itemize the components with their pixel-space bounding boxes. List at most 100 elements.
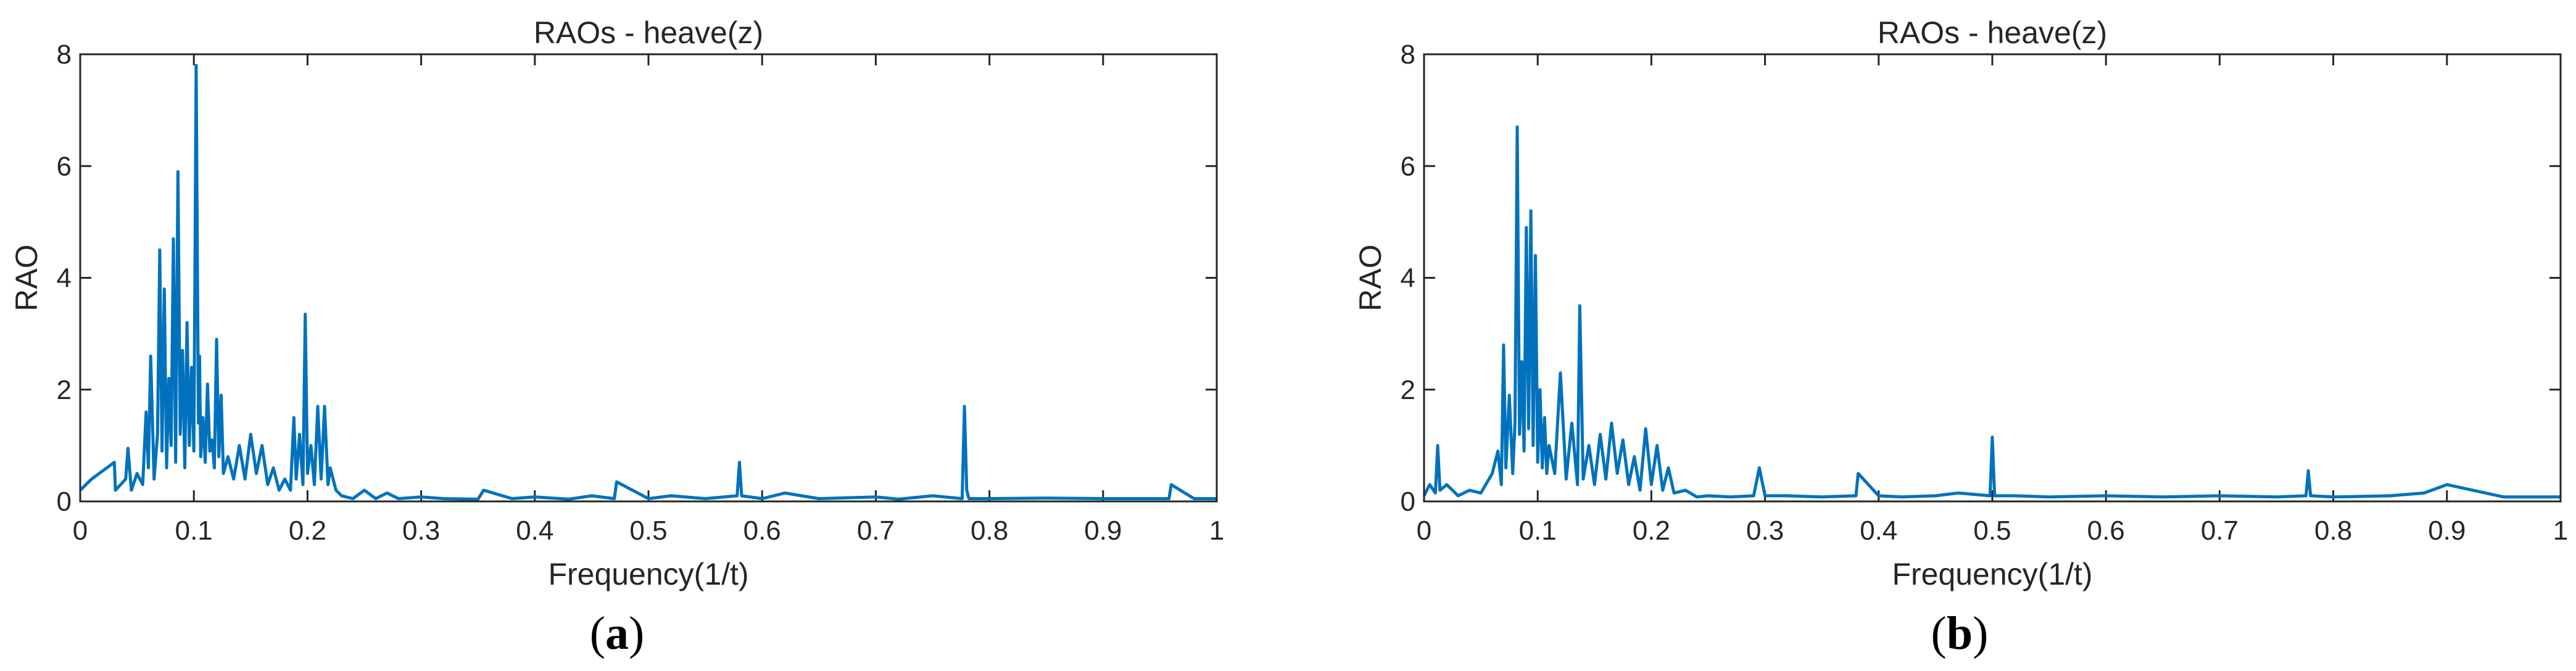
- x-tick-label: 0: [73, 516, 88, 546]
- x-tick-label: 0.5: [629, 516, 667, 546]
- data-point: [1787, 495, 1788, 496]
- y-tick-label: 2: [57, 375, 72, 405]
- y-tick-label: 4: [1401, 263, 1415, 294]
- panel-label-b: (b): [1931, 607, 1989, 659]
- data-point: [310, 445, 312, 446]
- data-point: [1878, 495, 1879, 496]
- data-point: [213, 467, 215, 469]
- x-tick-label: 0.6: [2087, 516, 2125, 546]
- data-point: [1617, 473, 1618, 474]
- chart-panel-b: RAOs - heave(z) Frequency(1/t) RAO 0 0.1 0…: [1353, 15, 2568, 659]
- data-point: [1668, 467, 1669, 469]
- data-point: [511, 498, 513, 499]
- data-point: [1821, 496, 1823, 498]
- data-point: [1628, 484, 1630, 485]
- data-point: [302, 484, 304, 485]
- x-tick-label: 0.5: [1973, 516, 2011, 546]
- y-tick-label: 6: [57, 151, 72, 181]
- data-point: [166, 467, 167, 469]
- plot-area: [80, 54, 1217, 501]
- data-point: [136, 473, 138, 474]
- data-point: [2048, 496, 2050, 498]
- data-point: [2310, 495, 2311, 496]
- axis-ticks: 0 0.1 0.2 0.3 0.4 0.5 0.6 0.7 0.8 0.9 1 0 2 4 6 8: [1401, 39, 2569, 546]
- series-line: [1422, 125, 2561, 499]
- x-axis-label: Frequency(1/t): [548, 557, 748, 591]
- x-tick-label: 0.8: [971, 516, 1008, 546]
- chart-panel-a: RAOs - heave(z) Frequency(1/t) RAO 0 0.1 0…: [9, 15, 1224, 659]
- x-tick-label: 0.8: [2314, 516, 2352, 546]
- data-point: [1539, 389, 1541, 390]
- chart-title: RAOs - heave(z): [534, 15, 763, 50]
- plot-area: [1424, 54, 2561, 501]
- data-point: [341, 495, 342, 496]
- data-point: [182, 350, 183, 351]
- data-point: [2333, 496, 2334, 498]
- y-tick-label: 4: [57, 263, 72, 294]
- data-point: [932, 495, 933, 496]
- data-point: [739, 462, 740, 463]
- data-point: [1457, 495, 1459, 496]
- data-point: [218, 456, 220, 457]
- data-point: [1901, 496, 1902, 498]
- data-point: [1159, 498, 1161, 499]
- data-point: [148, 467, 149, 469]
- data-point: [1170, 484, 1172, 485]
- data-point: [614, 498, 615, 499]
- data-point: [1505, 467, 1507, 469]
- x-tick-label: 0.9: [2428, 516, 2466, 546]
- y-axis-label: RAO: [1353, 244, 1388, 311]
- data-point: [114, 462, 115, 463]
- y-tick-label: 8: [1401, 39, 1415, 70]
- data-point: [184, 467, 185, 469]
- data-point: [648, 498, 649, 499]
- data-point: [307, 473, 308, 474]
- y-tick-label: 6: [1401, 151, 1415, 181]
- data-point: [1994, 495, 1995, 496]
- y-axis-label: RAO: [9, 244, 44, 311]
- data-point: [1492, 473, 1493, 474]
- data-point: [1611, 422, 1612, 424]
- data-point: [267, 484, 268, 485]
- data-point: [1758, 467, 1760, 469]
- data-point: [591, 495, 592, 496]
- data-point: [191, 367, 193, 368]
- data-point: [198, 422, 199, 424]
- data-point: [1600, 434, 1601, 435]
- data-point: [170, 445, 172, 446]
- data-point: [1517, 126, 1518, 128]
- x-tick-label: 0.3: [402, 516, 440, 546]
- data-point: [375, 498, 376, 499]
- x-tick-label: 1: [1209, 516, 1224, 546]
- x-tick-label: 0.7: [2201, 516, 2238, 546]
- data-point: [1594, 484, 1595, 485]
- x-tick-label: 0.4: [1860, 516, 1897, 546]
- x-tick-label: 0.1: [1519, 516, 1557, 546]
- axis-ticks: 0 0.1 0.2 0.3 0.4 0.5 0.6 0.7 0.8 0.9 1 0 2 4 6 8: [57, 39, 1225, 546]
- data-point: [1546, 473, 1547, 474]
- data-point: [898, 498, 899, 500]
- x-axis-label: Frequency(1/t): [1892, 557, 2092, 591]
- y-tick-label: 0: [57, 487, 72, 517]
- chart-title: RAOs - heave(z): [1878, 15, 2107, 50]
- x-tick-label: 0.4: [516, 516, 553, 546]
- data-point: [1501, 484, 1502, 485]
- data-point: [1512, 473, 1514, 474]
- x-tick-label: 0.3: [1746, 516, 1784, 546]
- data-point: [398, 498, 399, 499]
- data-point: [534, 496, 536, 498]
- data-point: [2276, 496, 2277, 498]
- data-point: [1193, 498, 1195, 499]
- x-tick-label: 0.2: [1633, 516, 1670, 546]
- data-point: [761, 498, 763, 499]
- x-tick-label: 0.7: [857, 516, 895, 546]
- data-point: [705, 498, 706, 499]
- data-point: [2446, 484, 2448, 485]
- data-point: [989, 498, 990, 499]
- data-point: [180, 434, 181, 435]
- data-point: [329, 467, 331, 469]
- axes-box: [79, 53, 1218, 503]
- data-point: [1577, 484, 1578, 485]
- data-point: [175, 462, 176, 463]
